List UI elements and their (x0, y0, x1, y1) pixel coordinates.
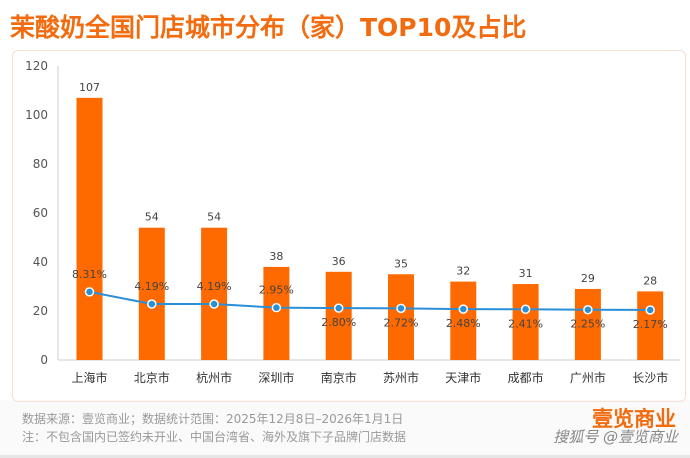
bar (325, 271, 352, 360)
y-tick-label: 20 (33, 304, 48, 318)
y-tick-label: 60 (33, 206, 48, 220)
bar-label: 54 (145, 211, 159, 224)
x-tick-label: 南京市 (321, 370, 357, 385)
bar-label: 107 (79, 81, 100, 94)
chart: 0 20 40 60 80 100 120 107 上海市 54 北京市 54 杭州市 38 深圳市 36 南京… (25, 59, 680, 385)
chart-title: 茉酸奶全国门店城市分布（家）TOP10及占比 (10, 13, 527, 42)
bar-label: 28 (643, 274, 657, 287)
data-source: 数据来源：壹览商业；数据统计范围：2025年12月8日–2026年1月1日 (22, 412, 404, 426)
share-point (147, 299, 157, 309)
x-tick-label: 杭州市 (196, 370, 232, 385)
bar-label: 32 (456, 265, 470, 278)
bar (388, 274, 414, 360)
bar (574, 288, 601, 360)
x-tick-label: 苏州市 (383, 370, 419, 385)
share-line (89, 290, 651, 311)
share-label: 4.19% (197, 280, 232, 293)
x-tick-label: 天津市 (445, 370, 481, 385)
bar (138, 227, 165, 360)
bar (263, 266, 290, 360)
chart-frame (12, 50, 686, 402)
share-point (271, 302, 282, 313)
bar-label: 35 (394, 257, 408, 270)
x-tick-label: 成都市 (508, 370, 544, 385)
share-point (645, 305, 655, 315)
watermark: 搜狐号 @壹览商业 (553, 428, 678, 446)
share-label: 2.25% (570, 318, 605, 331)
share-label: 4.19% (134, 280, 169, 293)
bar (512, 284, 539, 360)
share-label: 8.31% (72, 268, 107, 281)
bar-label: 29 (581, 272, 595, 285)
share-label: 2.41% (508, 317, 543, 330)
x-tick-label: 上海市 (71, 370, 107, 385)
y-tick-label: 100 (25, 108, 48, 122)
bar (637, 291, 664, 360)
footnote: 注：不包含国内已签约未开业、中国台湾省、海外及旗下子品牌门店数据 (22, 430, 407, 444)
bar-label: 54 (207, 211, 221, 224)
bar (450, 281, 477, 360)
logo: 壹览商业 (592, 407, 676, 431)
share-label: 2.48% (446, 317, 481, 330)
share-label: 2.17% (633, 318, 668, 331)
y-tick-label: 80 (33, 157, 48, 171)
share-point (458, 304, 469, 314)
share-point (396, 303, 406, 314)
x-tick-label: 深圳市 (258, 370, 294, 385)
y-tick-label: 0 (40, 353, 48, 367)
share-point (209, 299, 219, 309)
share-label: 2.72% (384, 316, 419, 329)
share-point (84, 287, 95, 297)
bar (201, 227, 228, 360)
share-point (583, 304, 593, 315)
x-tick-label: 广州市 (570, 370, 606, 385)
share-label: 2.80% (321, 316, 356, 329)
x-tick-label: 长沙市 (632, 370, 668, 385)
bar-label: 38 (269, 250, 283, 263)
bar-label: 31 (519, 267, 533, 280)
x-tick-label: 北京市 (134, 370, 170, 385)
share-point (520, 304, 531, 315)
share-label: 2.95% (259, 284, 294, 297)
y-tick-label: 120 (25, 59, 48, 73)
share-point (333, 303, 344, 313)
bar-label: 36 (332, 255, 346, 268)
y-tick-label: 40 (33, 255, 48, 269)
bar (76, 97, 103, 360)
